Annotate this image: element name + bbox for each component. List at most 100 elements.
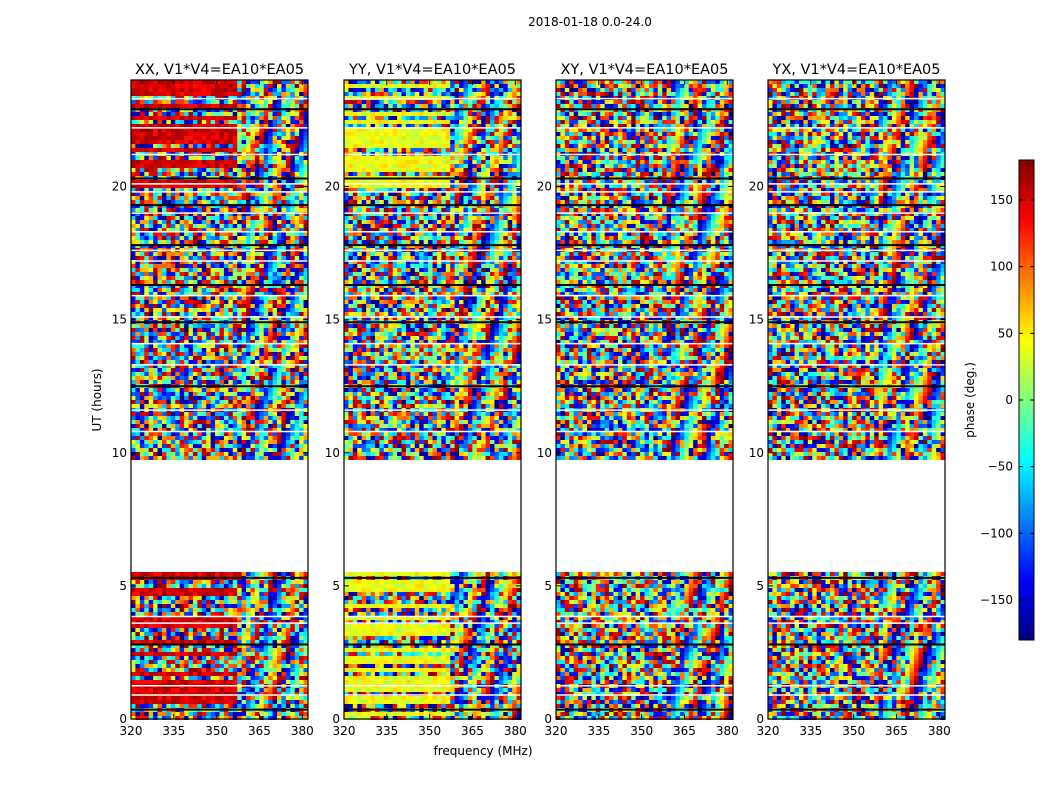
heatmap-cell bbox=[285, 232, 291, 236]
heatmap-cell bbox=[148, 156, 154, 160]
heatmap-cell bbox=[294, 660, 300, 664]
heatmap-cell bbox=[272, 376, 278, 380]
heatmap-cell bbox=[268, 352, 273, 356]
heatmap-cell bbox=[254, 120, 260, 124]
heatmap-cell bbox=[144, 224, 150, 228]
heatmap-cell bbox=[268, 648, 273, 652]
heatmap-cell bbox=[290, 328, 296, 332]
heatmap-cell bbox=[210, 348, 216, 352]
heatmap-cell bbox=[268, 192, 273, 196]
heatmap-cell bbox=[268, 196, 273, 200]
heatmap-cell bbox=[148, 280, 154, 284]
heatmap-cell bbox=[179, 456, 185, 460]
heatmap-cell bbox=[206, 144, 212, 148]
heatmap-cell bbox=[250, 316, 256, 320]
heatmap-cell bbox=[166, 88, 172, 92]
heatmap-cell bbox=[241, 368, 247, 372]
heatmap-cell bbox=[201, 356, 207, 360]
heatmap-cell bbox=[201, 288, 207, 292]
heatmap-cell bbox=[259, 360, 265, 364]
heatmap-cell bbox=[285, 392, 291, 396]
heatmap-cell bbox=[161, 688, 167, 692]
heatmap-cell bbox=[166, 452, 172, 456]
heatmap-cell bbox=[166, 216, 172, 220]
heatmap-cell bbox=[281, 600, 287, 604]
heatmap-cell bbox=[277, 376, 282, 380]
heatmap-cell bbox=[206, 300, 212, 304]
heatmap-cell bbox=[241, 236, 247, 240]
heatmap-cell bbox=[219, 100, 225, 104]
heatmap-cell bbox=[290, 600, 296, 604]
heatmap-cell bbox=[246, 188, 251, 192]
heatmap-cell bbox=[175, 200, 181, 204]
heatmap-cell bbox=[188, 220, 194, 224]
heatmap-cell bbox=[179, 156, 185, 160]
heatmap-cell bbox=[144, 340, 150, 344]
heatmap-cell bbox=[263, 424, 269, 428]
heatmap-cell bbox=[144, 376, 150, 380]
heatmap-cell bbox=[144, 256, 150, 260]
heatmap-cell bbox=[228, 336, 234, 340]
heatmap-cell bbox=[268, 292, 273, 296]
heatmap-cell bbox=[201, 352, 207, 356]
heatmap-cell bbox=[144, 360, 150, 364]
heatmap-cell bbox=[135, 236, 141, 240]
heatmap-cell bbox=[246, 340, 251, 344]
heatmap-cell bbox=[303, 680, 309, 684]
heatmap-cell bbox=[184, 120, 189, 124]
heatmap-cell bbox=[272, 364, 278, 368]
heatmap-cell bbox=[201, 400, 207, 404]
heatmap-cell bbox=[272, 604, 278, 608]
heatmap-cell bbox=[215, 224, 220, 228]
heatmap-cell bbox=[241, 636, 247, 640]
heatmap-cell bbox=[148, 88, 154, 92]
heatmap-cell bbox=[131, 192, 136, 196]
heatmap-cell bbox=[277, 644, 282, 648]
heatmap-cell bbox=[215, 184, 220, 188]
heatmap-cell bbox=[148, 256, 154, 260]
heatmap-cell bbox=[237, 352, 243, 356]
heatmap-cell bbox=[188, 84, 194, 88]
heatmap-cell bbox=[192, 240, 198, 244]
heatmap-cell bbox=[272, 132, 278, 136]
heatmap-cell bbox=[170, 272, 176, 276]
heatmap-cell bbox=[290, 304, 296, 308]
heatmap-cell bbox=[294, 664, 300, 668]
heatmap-cell bbox=[303, 312, 309, 316]
heatmap-cell bbox=[179, 268, 185, 272]
heatmap-cell bbox=[148, 268, 154, 272]
heatmap-cell bbox=[131, 112, 136, 116]
heatmap-cell bbox=[294, 192, 300, 196]
heatmap-cell bbox=[139, 388, 145, 392]
heatmap-cell bbox=[188, 360, 194, 364]
heatmap-cell bbox=[272, 668, 278, 672]
heatmap-cell bbox=[210, 336, 216, 340]
heatmap-cell bbox=[254, 632, 260, 636]
heatmap-cell bbox=[237, 156, 243, 160]
heatmap-cell bbox=[299, 188, 304, 192]
heatmap-cell bbox=[285, 652, 291, 656]
heatmap-cell bbox=[139, 164, 145, 168]
heatmap-cell bbox=[161, 676, 167, 680]
heatmap-cell bbox=[259, 308, 265, 312]
heatmap-cell bbox=[201, 88, 207, 92]
heatmap-cell bbox=[272, 648, 278, 652]
heatmap-cell bbox=[206, 444, 212, 448]
heatmap-cell bbox=[299, 444, 304, 448]
heatmap-cell bbox=[272, 416, 278, 420]
heatmap-cell bbox=[228, 144, 234, 148]
heatmap-cell bbox=[259, 668, 265, 672]
heatmap-cell bbox=[170, 344, 176, 348]
heatmap-cell bbox=[299, 336, 304, 340]
heatmap-cell bbox=[135, 180, 141, 184]
heatmap-cell bbox=[268, 268, 273, 272]
heatmap-cell bbox=[161, 212, 167, 216]
heatmap-cell bbox=[197, 132, 203, 136]
heatmap-cell bbox=[228, 300, 234, 304]
heatmap-cell bbox=[166, 240, 172, 244]
heatmap-cell bbox=[272, 240, 278, 244]
heatmap-cell bbox=[148, 200, 154, 204]
heatmap-cell bbox=[250, 372, 256, 376]
heatmap-cell bbox=[210, 264, 216, 268]
heatmap-cell bbox=[290, 88, 296, 92]
